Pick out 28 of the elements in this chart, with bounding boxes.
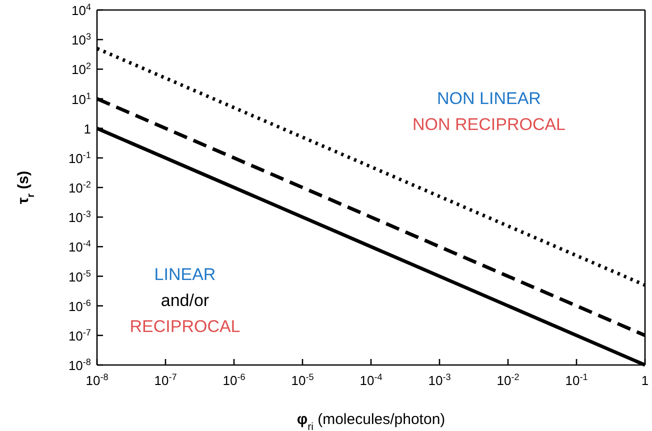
x-tick-label: 10$^{-5}$: [291, 372, 314, 388]
annotation: LINEAR: [154, 265, 216, 284]
y-tick-label: 10$^{-1}$: [68, 150, 91, 166]
annotation: and/or: [160, 291, 210, 310]
x-tick-label: 1: [641, 373, 649, 388]
y-tick-label: 10$^{-3}$: [68, 209, 91, 226]
annotation: NON LINEAR: [437, 89, 541, 108]
y-tick-label: 10$^{-5}$: [68, 268, 91, 284]
x-tick-label: 10$^{-6}$: [222, 372, 246, 388]
y-tick-label: 10$^{-4}$: [68, 238, 91, 255]
y-tick-label: 10$^{-2}$: [68, 180, 91, 196]
y-tick-label: 10$^{1}$: [71, 90, 91, 107]
annotation: RECIPROCAL: [130, 317, 240, 336]
y-tick-label: 10$^{2}$: [71, 61, 91, 78]
x-tick-label: 10$^{-4}$: [360, 372, 382, 388]
x-tick-label: 10$^{-1}$: [565, 372, 588, 388]
y-tick-label: 10$^{-7}$: [68, 327, 91, 344]
x-axis-title: φ$_{ri}$ (molecules/photon): [296, 411, 446, 431]
x-tick-label: 10$^{-2}$: [496, 372, 520, 388]
y-tick-label: 10$^{-6}$: [68, 298, 91, 314]
annotation: NON RECIPROCAL: [412, 115, 566, 134]
y-tick-label: 10$^{-8}$: [68, 357, 91, 373]
x-tick-label: 10$^{-7}$: [154, 372, 177, 388]
y-tick-label: 10$^{4}$: [71, 2, 91, 18]
x-tick-label: 10$^{-8}$: [86, 372, 108, 388]
y-tick-label: 10$^{3}$: [71, 32, 91, 48]
y-tick-label: 1: [84, 121, 91, 136]
x-tick-label: 10$^{-3}$: [428, 372, 451, 388]
